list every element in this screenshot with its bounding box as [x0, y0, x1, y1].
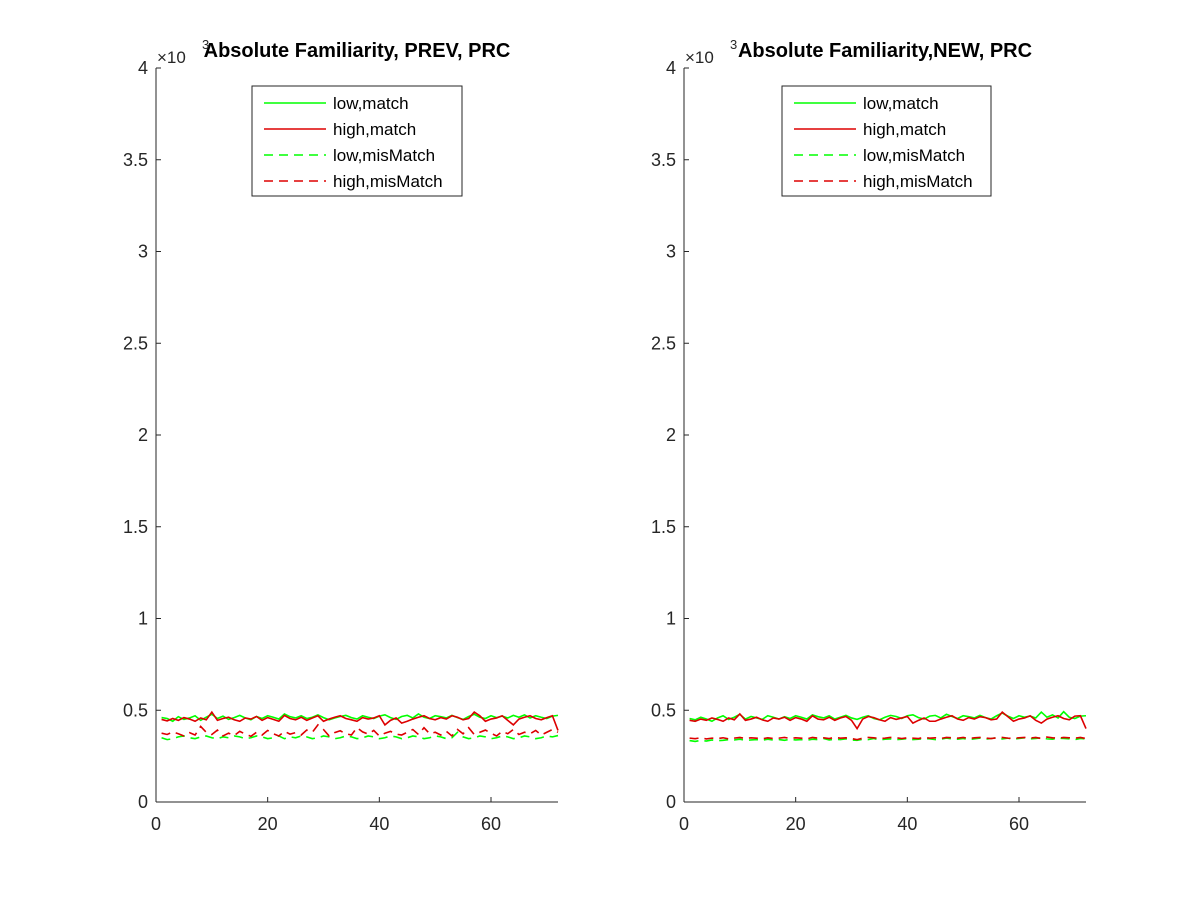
- right-y-tick-label: 1: [666, 609, 676, 629]
- right-y-tick-label: 3.5: [651, 150, 676, 170]
- right-series-line-high-mismatch: [689, 736, 1087, 741]
- right-y-tick-label: 0: [666, 792, 676, 812]
- left-chart-series-layer: [161, 710, 559, 741]
- left-y-tick-label: 1.5: [123, 517, 148, 537]
- left-y-tick-label: 2.5: [123, 333, 148, 353]
- left-x-tick-label: 60: [481, 814, 501, 834]
- right-y-tick-label: 2: [666, 425, 676, 445]
- right-chart-y-exponent-power: 3: [730, 37, 737, 52]
- left-chart-y-exponent-power: 3: [202, 37, 209, 52]
- right-chart-panel: 00.511.522.533.540 20 40 60 Absolute Famili…: [651, 37, 1087, 834]
- right-chart-series-layer: [689, 710, 1087, 743]
- right-chart-title: Absolute Familiarity,NEW, PRC: [738, 40, 1032, 62]
- left-y-tick-label: 1: [138, 609, 148, 629]
- right-y-tick-label: 1.5: [651, 517, 676, 537]
- right-y-tick-label: 3: [666, 242, 676, 262]
- left-legend-label-low-match: low,match: [333, 94, 409, 113]
- left-y-tick-label: 2: [138, 425, 148, 445]
- left-chart-legend: low,match high,match low,misMatch high,misM…: [251, 85, 463, 197]
- right-y-tick-label: 0.5: [651, 700, 676, 720]
- left-chart-axes: 00.511.522.533.540 20 40 60: [123, 58, 558, 834]
- right-x-tick-label: 20: [786, 814, 806, 834]
- left-chart-y-exponent: ×10 3: [157, 37, 209, 67]
- right-series-line-high-match: [689, 710, 1087, 731]
- left-y-tick-label: 0.5: [123, 700, 148, 720]
- right-chart-y-exponent-base: ×10: [685, 48, 714, 67]
- left-legend-label-high-match: high,match: [333, 120, 416, 139]
- left-series-line-low-mismatch: [161, 731, 559, 741]
- right-x-tick-label: 60: [1009, 814, 1029, 834]
- left-series-line-low-match: [161, 712, 559, 723]
- right-legend-box: [781, 85, 992, 197]
- left-y-tick-label: 3.5: [123, 150, 148, 170]
- right-x-tick-label: 40: [897, 814, 917, 834]
- left-series-line-high-mismatch: [161, 723, 559, 738]
- left-y-tick-label: 3: [138, 242, 148, 262]
- left-y-tick-label: 4: [138, 58, 148, 78]
- left-legend-label-low-mismatch: low,misMatch: [333, 146, 435, 165]
- left-legend-label-high-mismatch: high,misMatch: [333, 172, 443, 191]
- left-chart-y-exponent-base: ×10: [157, 48, 186, 67]
- left-chart-panel: 00.511.522.533.540 20 40 60 Absolute Famili…: [123, 37, 559, 834]
- right-y-tick-label: 2.5: [651, 333, 676, 353]
- left-series-line-high-match: [161, 710, 559, 731]
- right-x-tick-label: 0: [679, 814, 689, 834]
- right-legend-label-low-mismatch: low,misMatch: [863, 146, 965, 165]
- left-legend-box: [251, 85, 463, 197]
- right-chart-legend: low,match high,match low,misMatch high,misM…: [781, 85, 992, 197]
- right-legend-label-high-match: high,match: [863, 120, 946, 139]
- left-x-tick-label: 20: [258, 814, 278, 834]
- right-chart-y-exponent: ×10 3: [685, 37, 737, 67]
- left-y-tick-label: 0: [138, 792, 148, 812]
- right-legend-label-low-match: low,match: [863, 94, 939, 113]
- left-x-tick-label: 0: [151, 814, 161, 834]
- left-chart-title: Absolute Familiarity, PREV, PRC: [204, 40, 511, 62]
- left-x-tick-label: 40: [369, 814, 389, 834]
- right-chart-axes: 00.511.522.533.540 20 40 60: [651, 58, 1086, 834]
- right-legend-label-high-mismatch: high,misMatch: [863, 172, 973, 191]
- right-y-tick-label: 4: [666, 58, 676, 78]
